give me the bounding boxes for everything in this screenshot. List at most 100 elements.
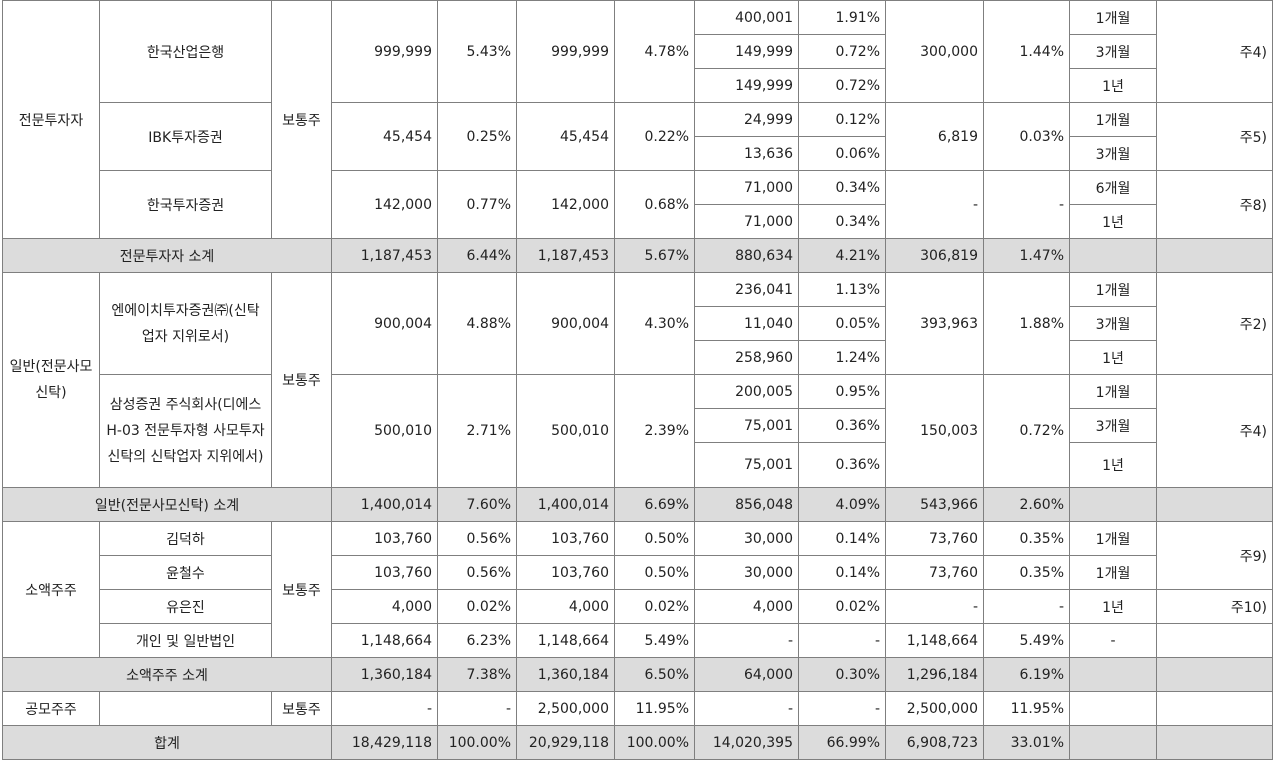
table-row: 71,000 0.34% 1년 — [3, 204, 1273, 239]
table-row: 한국투자증권 142,000 0.77% 142,000 0.68% 71,00… — [3, 170, 1273, 239]
post-ipo-shares: 1,187,453 — [516, 238, 615, 273]
free-ratio: 0.72% — [983, 374, 1070, 488]
empty-cell — [1069, 725, 1157, 760]
subtotal-label: 소액주주 소계 — [2, 657, 332, 692]
table-row: 삼성증권 주식회사(디에스 H-03 전문투자형 사모투자신탁의 신탁업자 지위… — [3, 374, 1273, 488]
lockup-shares: 75,001 — [694, 408, 799, 443]
post-ipo-ratio: 4.30% — [614, 272, 695, 375]
free-shares: 150,003 — [885, 374, 984, 488]
pre-ipo-shares: - — [331, 691, 438, 726]
free-ratio: 5.49% — [983, 623, 1070, 658]
table-row: 소액주주 김덕하 보통주 103,760 0.56% 103,760 0.50%… — [2, 521, 1273, 658]
lockup-shares: 4,000 — [694, 589, 799, 624]
pre-ipo-ratio: 7.38% — [437, 657, 517, 692]
free-ratio: 0.03% — [983, 102, 1070, 171]
lockup-shares: 13,636 — [694, 136, 799, 171]
free-shares: 73,760 — [885, 521, 984, 556]
investor-name: 유은진 — [99, 589, 272, 624]
post-ipo-shares: 1,148,664 — [516, 623, 615, 658]
free-ratio: 33.01% — [983, 725, 1070, 760]
table-row: 149,999 0.72% 3개월 — [3, 34, 1273, 69]
lockup-ratio: 1.13% — [798, 272, 886, 307]
lockup-period: 1개월 — [1069, 102, 1157, 137]
group-label: 공모주주 — [2, 691, 100, 726]
free-ratio: 1.47% — [983, 238, 1070, 273]
free-shares: - — [885, 170, 984, 239]
post-ipo-shares: 103,760 — [516, 521, 615, 556]
free-ratio: - — [983, 170, 1070, 239]
lockup-shares: 149,999 — [694, 68, 799, 103]
stock-type: 보통주 — [271, 0, 332, 239]
subtotal-row: 전문투자자 소계 1,187,453 6.44% 1,187,453 5.67%… — [2, 238, 1273, 273]
empty-cell — [1156, 691, 1273, 726]
post-ipo-shares: 1,360,184 — [516, 657, 615, 692]
investor-name: 한국산업은행 — [99, 0, 272, 103]
table-row: 일반(전문사모신탁) 엔에이치투자증권㈜(신탁업자 지위로서) 보통주 900,… — [2, 272, 1273, 488]
lockup-shares: 200,005 — [694, 374, 799, 409]
lockup-period: 1년 — [1069, 442, 1157, 488]
lockup-ratio: 0.30% — [798, 657, 886, 692]
lockup-shares: 880,634 — [694, 238, 799, 273]
table-row: IBK투자증권 45,454 0.25% 45,454 0.22% 24,999… — [3, 102, 1273, 171]
lockup-shares: 400,001 — [694, 0, 799, 35]
lockup-ratio: - — [798, 691, 886, 726]
pre-ipo-shares: 1,400,014 — [331, 487, 438, 522]
note: 주2) — [1156, 272, 1273, 375]
pre-ipo-ratio: 6.44% — [437, 238, 517, 273]
lockup-ratio: 1.24% — [798, 340, 886, 375]
lockup-shares: 24,999 — [694, 102, 799, 137]
free-ratio: 2.60% — [983, 487, 1070, 522]
total-row: 합계 18,429,118 100.00% 20,929,118 100.00%… — [2, 725, 1273, 760]
lockup-period: 3개월 — [1069, 34, 1157, 69]
free-ratio: 1.88% — [983, 272, 1070, 375]
pre-ipo-ratio: 0.02% — [437, 589, 517, 624]
table-row: 75,001 0.36% 3개월 — [3, 408, 1273, 443]
pre-ipo-shares: 1,187,453 — [331, 238, 438, 273]
investor-name: 삼성증권 주식회사(디에스 H-03 전문투자형 사모투자신탁의 신탁업자 지위… — [99, 374, 272, 488]
lockup-ratio: 0.95% — [798, 374, 886, 409]
pre-ipo-shares: 1,360,184 — [331, 657, 438, 692]
stock-type: 보통주 — [271, 521, 332, 658]
lockup-ratio: 0.06% — [798, 136, 886, 171]
subtotal-label: 전문투자자 소계 — [2, 238, 332, 273]
post-ipo-shares: 103,760 — [516, 555, 615, 590]
empty-cell — [1156, 657, 1273, 692]
free-shares: 1,296,184 — [885, 657, 984, 692]
group-label: 소액주주 — [2, 521, 100, 658]
free-shares: 543,966 — [885, 487, 984, 522]
table-row: 전문투자자 한국산업은행 보통주 999,999 5.43% 999,999 4… — [2, 0, 1273, 239]
lockup-ratio: 0.72% — [798, 34, 886, 69]
free-shares: 1,148,664 — [885, 623, 984, 658]
post-ipo-ratio: 5.49% — [614, 623, 695, 658]
lockup-shares: 149,999 — [694, 34, 799, 69]
pre-ipo-ratio: 0.56% — [437, 521, 517, 556]
table-row: 149,999 0.72% 1년 — [3, 68, 1273, 103]
empty-cell — [1156, 238, 1273, 273]
empty-cell — [1069, 657, 1157, 692]
lockup-shares: 258,960 — [694, 340, 799, 375]
lockup-period: 1개월 — [1069, 0, 1157, 35]
pre-ipo-ratio: 7.60% — [437, 487, 517, 522]
lockup-period: - — [1069, 623, 1157, 658]
post-ipo-shares: 900,004 — [516, 272, 615, 375]
pre-ipo-ratio: 5.43% — [437, 0, 517, 103]
pre-ipo-ratio: 100.00% — [437, 725, 517, 760]
investor-name: IBK투자증권 — [99, 102, 272, 171]
lockup-period: 1년 — [1069, 589, 1157, 624]
table-row: 75,001 0.36% 1년 — [3, 442, 1273, 488]
empty-cell — [1156, 725, 1273, 760]
pre-ipo-shares: 1,148,664 — [331, 623, 438, 658]
subtotal-label: 일반(전문사모신탁) 소계 — [2, 487, 332, 522]
stock-type: 보통주 — [271, 272, 332, 488]
lockup-period: 3개월 — [1069, 408, 1157, 443]
lockup-shares: 75,001 — [694, 442, 799, 488]
note: 주5) — [1156, 102, 1273, 171]
lockup-period: 3개월 — [1069, 136, 1157, 171]
empty-cell — [99, 691, 272, 726]
stock-type: 보통주 — [271, 691, 332, 726]
investor-name: 한국투자증권 — [99, 170, 272, 239]
empty-cell — [1156, 623, 1273, 658]
free-shares: 6,908,723 — [885, 725, 984, 760]
investor-name: 김덕하 — [99, 521, 272, 556]
